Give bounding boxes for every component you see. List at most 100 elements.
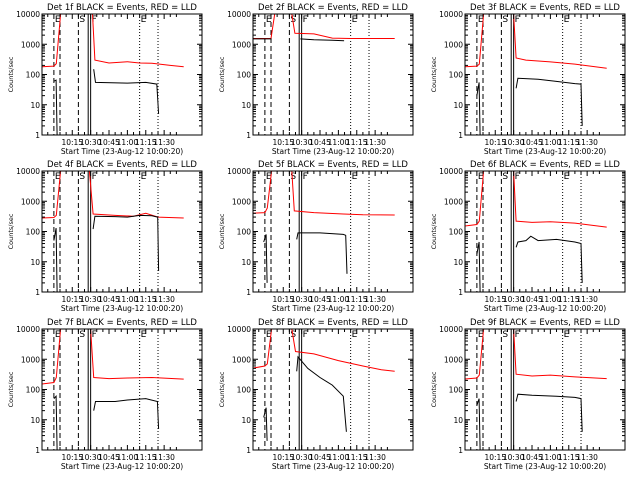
plot-title: Det 5f BLACK = Events, RED = LLD bbox=[258, 160, 408, 170]
y-tick-label: 10000 bbox=[16, 325, 40, 334]
marker-label: E bbox=[55, 15, 61, 25]
events-series-line bbox=[93, 69, 160, 114]
x-axis-label: Start Time (23-Aug-12 10:00:20) bbox=[272, 304, 394, 313]
y-tick-label: 1 bbox=[458, 131, 463, 140]
y-tick-label: 100 bbox=[449, 386, 464, 395]
x-tick-label: 11:30 bbox=[153, 295, 175, 304]
plot-frame bbox=[252, 170, 414, 293]
y-tick-label: 10000 bbox=[16, 167, 40, 176]
x-tick-label: 10:45 bbox=[98, 453, 120, 462]
x-tick-label: 10:15 bbox=[272, 453, 294, 462]
marker-label: E bbox=[266, 330, 272, 340]
x-tick-label: 10:45 bbox=[98, 295, 120, 304]
lld-series-line bbox=[513, 171, 607, 228]
plot-frame bbox=[464, 328, 626, 451]
plot-frame bbox=[464, 170, 626, 293]
events-series-line bbox=[93, 398, 160, 429]
lld-series-line bbox=[253, 329, 273, 369]
y-tick-label: 10000 bbox=[227, 167, 251, 176]
events-series-line bbox=[53, 394, 58, 450]
events-series-line bbox=[515, 77, 583, 126]
y-tick-label: 1 bbox=[35, 131, 40, 140]
events-series-line bbox=[476, 398, 481, 450]
x-tick-label: 10:15 bbox=[61, 295, 83, 304]
x-axis-label: Start Time (23-Aug-12 10:00:20) bbox=[61, 147, 183, 156]
marker-label: S bbox=[502, 15, 508, 25]
events-series-line bbox=[296, 355, 347, 432]
x-tick-label: 11:00 bbox=[540, 138, 562, 147]
y-tick-label: 10 bbox=[30, 258, 40, 267]
lld-series-line bbox=[291, 171, 395, 216]
marker-label: F bbox=[92, 15, 97, 25]
y-tick-label: 10 bbox=[453, 258, 463, 267]
lld-series-line bbox=[513, 14, 607, 69]
marker-label: S bbox=[79, 15, 85, 25]
events-series-line bbox=[515, 393, 583, 432]
x-tick-label: 11:30 bbox=[576, 295, 598, 304]
event-marker-lines bbox=[53, 171, 159, 292]
x-tick-label: 10:45 bbox=[309, 295, 331, 304]
marker-label: E bbox=[478, 330, 484, 340]
marker-label: F bbox=[515, 15, 520, 25]
marker-label: S bbox=[502, 172, 508, 182]
events-series-line bbox=[300, 38, 345, 42]
x-tick-label: 11:30 bbox=[153, 453, 175, 462]
x-tick-label: 11:30 bbox=[576, 453, 598, 462]
subplot-8: Det 8f BLACK = Events, RED = LLD E S F E 1 10 1… bbox=[218, 318, 414, 471]
x-tick-label: 11:00 bbox=[117, 295, 139, 304]
x-tick-label: 11:15 bbox=[135, 453, 157, 462]
plot-title: Det 6f BLACK = Events, RED = LLD bbox=[470, 160, 620, 170]
event-marker-lines bbox=[264, 171, 370, 292]
marker-label: S bbox=[290, 172, 296, 182]
y-tick-label: 10 bbox=[241, 101, 251, 110]
subplot-3: Det 3f BLACK = Events, RED = LLD E S F E 1 10 1… bbox=[430, 3, 626, 156]
y-tick-label: 10000 bbox=[227, 325, 251, 334]
events-series-line bbox=[263, 407, 268, 441]
y-tick-label: 10 bbox=[241, 258, 251, 267]
y-tick-label: 10000 bbox=[439, 167, 463, 176]
subplot-6: Det 6f BLACK = Events, RED = LLD E S F E 1 10 1… bbox=[430, 160, 626, 313]
x-tick-label: 11:00 bbox=[328, 453, 350, 462]
y-tick-label: 1 bbox=[458, 446, 463, 455]
marker-label: E bbox=[141, 330, 147, 340]
x-tick-label: 10:45 bbox=[521, 138, 543, 147]
event-marker-lines bbox=[476, 171, 582, 292]
x-axis-label: Start Time (23-Aug-12 10:00:20) bbox=[272, 147, 394, 156]
y-tick-label: 1000 bbox=[21, 40, 40, 49]
x-tick-label: 11:30 bbox=[364, 295, 386, 304]
events-series-line bbox=[296, 232, 348, 274]
plot-title: Det 4f BLACK = Events, RED = LLD bbox=[47, 160, 197, 170]
y-tick-label: 10000 bbox=[16, 10, 40, 19]
events-series-line bbox=[476, 82, 481, 135]
y-axis-label: Counts/sec bbox=[7, 56, 15, 92]
y-tick-label: 1 bbox=[458, 288, 463, 297]
x-tick-label: 10:15 bbox=[484, 453, 506, 462]
event-marker-lines bbox=[53, 329, 159, 450]
event-marker-lines bbox=[53, 14, 159, 135]
events-series-line bbox=[92, 214, 160, 271]
x-tick-label: 11:00 bbox=[540, 453, 562, 462]
x-tick-label: 10:30 bbox=[80, 138, 102, 147]
x-axis-label: Start Time (23-Aug-12 10:00:20) bbox=[484, 304, 606, 313]
marker-label: F bbox=[303, 172, 308, 182]
x-tick-label: 10:15 bbox=[272, 138, 294, 147]
y-tick-label: 10000 bbox=[439, 325, 463, 334]
marker-label: F bbox=[92, 172, 97, 182]
subplot-1: Det 1f BLACK = Events, RED = LLD E S F E 1 10 1… bbox=[7, 3, 203, 156]
x-tick-label: 11:00 bbox=[328, 138, 350, 147]
y-tick-label: 1000 bbox=[444, 40, 463, 49]
x-axis-label: Start Time (23-Aug-12 10:00:20) bbox=[61, 462, 183, 471]
y-tick-label: 10 bbox=[241, 416, 251, 425]
plot-title: Det 9f BLACK = Events, RED = LLD bbox=[470, 318, 620, 328]
y-tick-label: 100 bbox=[237, 228, 252, 237]
lld-series-line bbox=[92, 14, 184, 68]
y-tick-label: 1000 bbox=[444, 355, 463, 364]
events-series-line bbox=[53, 79, 58, 135]
marker-label: E bbox=[352, 15, 358, 25]
subplot-9: Det 9f BLACK = Events, RED = LLD E S F E 1 10 1… bbox=[430, 318, 626, 471]
x-tick-label: 10:45 bbox=[309, 138, 331, 147]
y-tick-label: 10 bbox=[30, 416, 40, 425]
marker-label: S bbox=[290, 330, 296, 340]
marker-label: E bbox=[478, 172, 484, 182]
y-axis-label: Counts/sec bbox=[7, 371, 15, 407]
